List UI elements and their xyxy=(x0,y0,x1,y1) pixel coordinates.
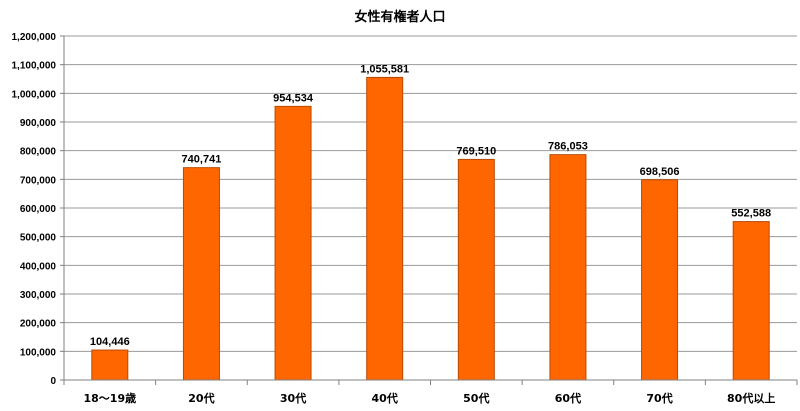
data-label: 786,053 xyxy=(548,141,588,153)
bar xyxy=(91,349,129,381)
y-tick-label: 100,000 xyxy=(20,347,57,358)
data-label: 769,510 xyxy=(456,145,496,157)
bar xyxy=(457,158,495,381)
y-tick-label: 1,000,000 xyxy=(12,89,57,100)
y-tick-label: 400,000 xyxy=(20,261,57,272)
y-tick-label: 800,000 xyxy=(20,147,57,158)
x-tick-label: 50代 xyxy=(463,391,489,405)
data-label: 740,741 xyxy=(182,154,222,166)
data-label: 698,506 xyxy=(640,166,680,178)
y-tick-label: 1,200,000 xyxy=(12,32,57,43)
x-tick-label: 80代以上 xyxy=(727,391,775,405)
bars: 104,446 740,741 954,534 1,055,581 769,510 786… xyxy=(90,63,771,381)
data-label: 552,588 xyxy=(731,208,771,220)
bar xyxy=(549,154,587,381)
y-tick-label: 900,000 xyxy=(20,118,57,129)
chart-title: 女性有権者人口 xyxy=(354,9,445,25)
y-axis: 0 100,000 200,000 300,000 400,000 500,000 600,… xyxy=(12,32,65,387)
data-label: 954,534 xyxy=(273,92,314,104)
bar xyxy=(274,105,312,381)
y-tick-label: 1,100,000 xyxy=(12,61,57,72)
y-tick-label: 300,000 xyxy=(20,290,57,301)
x-tick-label: 70代 xyxy=(646,391,672,405)
y-tick-label: 500,000 xyxy=(20,233,57,244)
bar xyxy=(641,179,679,381)
y-tick-label: 700,000 xyxy=(20,175,57,186)
bar xyxy=(366,76,404,381)
x-tick-label: 40代 xyxy=(372,391,398,405)
x-tick-label: 18～19歳 xyxy=(84,391,137,405)
x-tick-label: 60代 xyxy=(555,391,581,405)
bar xyxy=(732,221,770,381)
y-tick-label: 600,000 xyxy=(20,204,57,215)
x-axis: 18～19歳 20代 30代 40代 50代 60代 70代 80代以上 xyxy=(63,379,798,405)
x-tick-label: 30代 xyxy=(280,391,306,405)
y-tick-label: 0 xyxy=(50,376,56,387)
bar xyxy=(182,167,220,381)
data-label: 1,055,581 xyxy=(360,63,409,75)
x-tick-label: 20代 xyxy=(188,391,214,405)
gridlines xyxy=(64,35,797,352)
data-label: 104,446 xyxy=(90,336,130,348)
y-tick-label: 200,000 xyxy=(20,319,57,330)
